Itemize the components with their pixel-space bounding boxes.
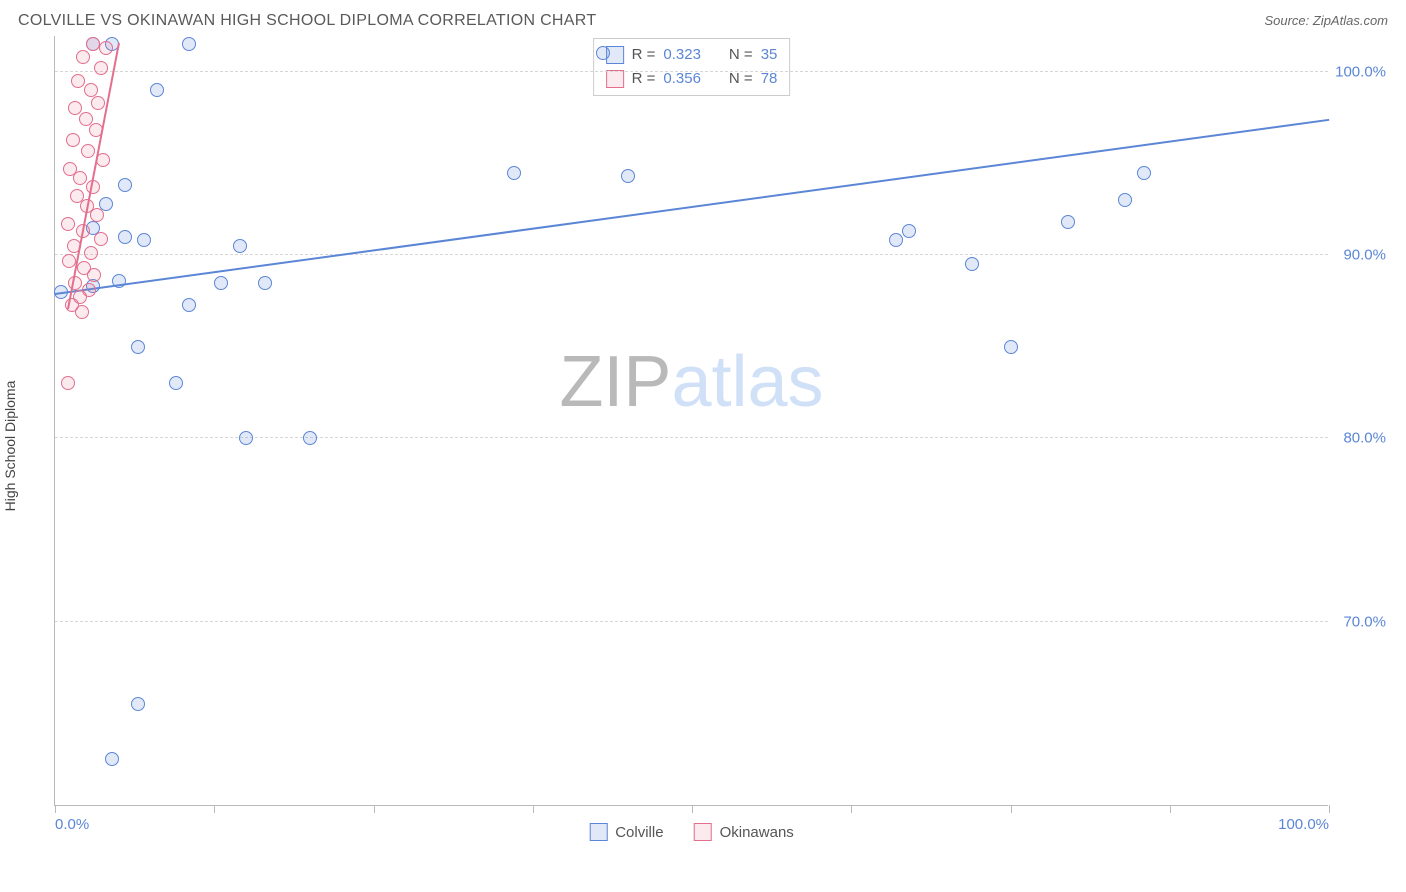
scatter-point: [94, 61, 108, 75]
scatter-point: [258, 276, 272, 290]
scatter-point: [91, 96, 105, 110]
legend-r-label: R =: [632, 43, 656, 67]
legend-n-label: N =: [729, 43, 753, 67]
scatter-point: [182, 298, 196, 312]
scatter-point: [1004, 340, 1018, 354]
scatter-point: [507, 166, 521, 180]
scatter-point: [1118, 193, 1132, 207]
x-tick: [533, 805, 534, 813]
legend-swatch: [694, 823, 712, 841]
y-tick-label: 70.0%: [1343, 613, 1386, 630]
scatter-point: [61, 217, 75, 231]
y-axis-label: High School Diploma: [2, 381, 18, 512]
scatter-point: [61, 376, 75, 390]
scatter-point: [94, 232, 108, 246]
watermark: ZIPatlas: [559, 341, 823, 423]
scatter-point: [965, 257, 979, 271]
scatter-point: [66, 133, 80, 147]
scatter-point: [1061, 215, 1075, 229]
gridline-h: [55, 71, 1328, 72]
scatter-point: [84, 246, 98, 260]
scatter-point: [84, 83, 98, 97]
scatter-point: [131, 340, 145, 354]
scatter-point: [131, 697, 145, 711]
scatter-point: [76, 50, 90, 64]
scatter-point: [99, 41, 113, 55]
legend-swatch: [606, 70, 624, 88]
chart-header: COLVILLE VS OKINAWAN HIGH SCHOOL DIPLOMA…: [18, 12, 1388, 30]
bottom-legend-item: Okinawans: [694, 823, 794, 841]
scatter-point: [137, 233, 151, 247]
scatter-point: [75, 305, 89, 319]
scatter-point: [596, 46, 610, 60]
watermark-part1: ZIP: [559, 342, 671, 422]
scatter-point: [90, 208, 104, 222]
stats-legend: R =0.323N =35R =0.356N =78: [593, 38, 791, 96]
y-tick-label: 100.0%: [1335, 63, 1386, 80]
x-tick: [214, 805, 215, 813]
scatter-point: [62, 254, 76, 268]
scatter-point: [169, 376, 183, 390]
scatter-point: [105, 752, 119, 766]
gridline-h: [55, 621, 1328, 622]
scatter-point: [81, 144, 95, 158]
x-tick: [374, 805, 375, 813]
bottom-legend-label: Colville: [615, 824, 663, 841]
plot-area: ZIPatlas R =0.323N =35R =0.356N =78 Colv…: [54, 36, 1328, 806]
x-tick: [692, 805, 693, 813]
scatter-point: [239, 431, 253, 445]
scatter-point: [150, 83, 164, 97]
legend-n-value: 35: [761, 43, 778, 67]
chart-container: High School Diploma ZIPatlas R =0.323N =…: [18, 36, 1388, 856]
gridline-h: [55, 254, 1328, 255]
watermark-part2: atlas: [671, 342, 823, 422]
scatter-point: [303, 431, 317, 445]
x-tick-label: 0.0%: [55, 816, 89, 833]
scatter-point: [233, 239, 247, 253]
x-tick: [55, 805, 56, 813]
scatter-point: [902, 224, 916, 238]
chart-title: COLVILLE VS OKINAWAN HIGH SCHOOL DIPLOMA…: [18, 12, 596, 30]
scatter-point: [87, 268, 101, 282]
series-legend: Colville Okinawans: [589, 823, 794, 841]
x-tick: [1170, 805, 1171, 813]
scatter-point: [118, 178, 132, 192]
scatter-point: [889, 233, 903, 247]
bottom-legend-item: Colville: [589, 823, 663, 841]
legend-swatch: [589, 823, 607, 841]
scatter-point: [118, 230, 132, 244]
legend-row: R = 0.323 N = 35: [606, 43, 778, 67]
x-tick: [1011, 805, 1012, 813]
y-tick-label: 80.0%: [1343, 430, 1386, 447]
y-tick-label: 90.0%: [1343, 247, 1386, 264]
trend-line: [55, 119, 1329, 295]
x-tick: [851, 805, 852, 813]
legend-r-value: 0.323: [663, 43, 701, 67]
scatter-point: [73, 171, 87, 185]
source-label: Source: ZipAtlas.com: [1264, 13, 1388, 28]
x-tick-label: 100.0%: [1278, 816, 1329, 833]
scatter-point: [71, 74, 85, 88]
scatter-point: [621, 169, 635, 183]
bottom-legend-label: Okinawans: [720, 824, 794, 841]
scatter-point: [182, 37, 196, 51]
scatter-point: [214, 276, 228, 290]
x-tick: [1329, 805, 1330, 813]
scatter-point: [1137, 166, 1151, 180]
